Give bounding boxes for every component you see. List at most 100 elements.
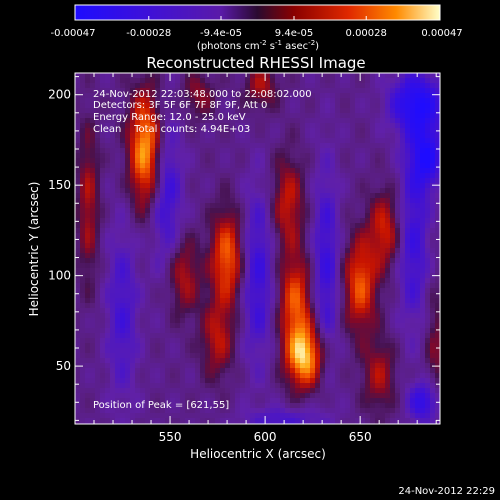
heatmap-cell: [325, 238, 331, 244]
heatmap-cell: [200, 163, 206, 169]
heatmap-cell: [190, 298, 196, 304]
heatmap-cell: [155, 263, 161, 269]
heatmap-cell: [275, 178, 281, 184]
heatmap-cell: [170, 273, 176, 279]
heatmap-cell: [145, 308, 151, 314]
heatmap-cell: [235, 238, 241, 244]
heatmap-cell: [390, 403, 396, 409]
heatmap-cell: [340, 203, 346, 209]
heatmap-cell: [275, 383, 281, 389]
heatmap-cell: [300, 93, 306, 99]
heatmap-cell: [320, 308, 326, 314]
heatmap-cell: [320, 233, 326, 239]
heatmap-cell: [265, 193, 271, 199]
heatmap-cell: [145, 178, 151, 184]
heatmap-cell: [320, 118, 326, 124]
heatmap-cell: [260, 203, 266, 209]
heatmap-cell: [150, 378, 156, 384]
heatmap-cell: [275, 268, 281, 274]
heatmap-cell: [385, 78, 391, 84]
heatmap-cell: [360, 268, 366, 274]
heatmap-cell: [130, 283, 136, 289]
heatmap-cell: [205, 203, 211, 209]
heatmap-cell: [190, 103, 196, 109]
heatmap-cell: [310, 303, 316, 309]
heatmap-cell: [125, 88, 131, 94]
heatmap-cell: [90, 213, 96, 219]
heatmap-cell: [230, 113, 236, 119]
heatmap-cell: [320, 168, 326, 174]
heatmap-cell: [300, 103, 306, 109]
heatmap-cell: [420, 158, 426, 164]
heatmap-cell: [340, 353, 346, 359]
heatmap-cell: [205, 88, 211, 94]
heatmap-cell: [375, 388, 381, 394]
heatmap-cell: [405, 183, 411, 189]
heatmap-cell: [315, 278, 321, 284]
heatmap-cell: [270, 103, 276, 109]
heatmap-cell: [180, 198, 186, 204]
heatmap-cell: [260, 303, 266, 309]
heatmap-cell: [205, 248, 211, 254]
heatmap-cell: [270, 128, 276, 134]
heatmap-cell: [75, 113, 81, 119]
heatmap-cell: [295, 198, 301, 204]
heatmap-cell: [95, 228, 101, 234]
heatmap-cell: [280, 118, 286, 124]
heatmap-cell: [310, 288, 316, 294]
heatmap-cell: [195, 83, 201, 89]
heatmap-cell: [235, 378, 241, 384]
heatmap-cell: [175, 298, 181, 304]
heatmap-cell: [405, 328, 411, 334]
heatmap-cell: [300, 343, 306, 349]
heatmap-cell: [240, 258, 246, 264]
heatmap-cell: [125, 153, 131, 159]
heatmap-cell: [155, 378, 161, 384]
heatmap-cell: [90, 318, 96, 324]
colorbar-tick-label: 0.00047: [421, 28, 462, 39]
heatmap-cell: [410, 368, 416, 374]
heatmap-cell: [360, 313, 366, 319]
heatmap-cell: [165, 263, 171, 269]
heatmap-cell: [420, 348, 426, 354]
heatmap-cell: [345, 288, 351, 294]
heatmap-cell: [250, 178, 256, 184]
heatmap-cell: [190, 243, 196, 249]
heatmap-cell: [350, 343, 356, 349]
heatmap-cell: [290, 388, 296, 394]
heatmap-cell: [360, 318, 366, 324]
heatmap-cell: [425, 138, 431, 144]
heatmap-cell: [350, 188, 356, 194]
heatmap-cell: [320, 353, 326, 359]
heatmap-cell: [360, 243, 366, 249]
heatmap-cell: [405, 403, 411, 409]
heatmap-cell: [160, 223, 166, 229]
heatmap-cell: [330, 258, 336, 264]
heatmap-cell: [280, 238, 286, 244]
heatmap-cell: [310, 243, 316, 249]
heatmap-cell: [380, 73, 386, 79]
heatmap-cell: [335, 118, 341, 124]
heatmap-cell: [210, 218, 216, 224]
heatmap-cell: [315, 203, 321, 209]
heatmap-cell: [275, 298, 281, 304]
heatmap-cell: [430, 163, 436, 169]
heatmap-cell: [290, 233, 296, 239]
heatmap-cell: [165, 253, 171, 259]
heatmap-cell: [240, 273, 246, 279]
heatmap-cell: [265, 378, 271, 384]
heatmap-cell: [175, 88, 181, 94]
heatmap-cell: [85, 183, 91, 189]
heatmap-cell: [430, 83, 436, 89]
heatmap-cell: [375, 333, 381, 339]
heatmap-cell: [255, 318, 261, 324]
heatmap-cell: [90, 363, 96, 369]
heatmap-cell: [205, 348, 211, 354]
heatmap-cell: [75, 283, 81, 289]
heatmap-cell: [195, 88, 201, 94]
heatmap-cell: [375, 278, 381, 284]
heatmap-cell: [270, 293, 276, 299]
heatmap-cell: [350, 88, 356, 94]
heatmap-cell: [135, 283, 141, 289]
